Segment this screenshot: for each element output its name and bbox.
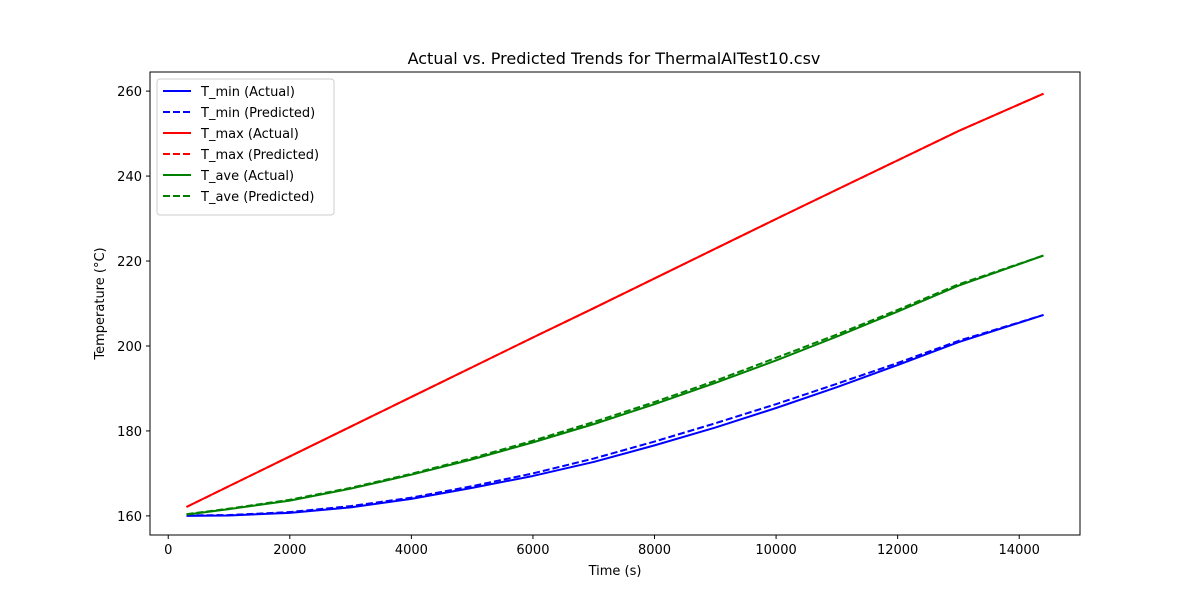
series-line-5 [186,254,1044,516]
x-tick-label: 12000 [877,543,918,558]
legend-entry: T_max (Actual) [200,127,299,142]
legend-box [156,78,335,216]
x-axis: 0 2000 4000 6000 8000 10000 12000 14000 [164,535,1040,558]
y-tick-label: 220 [117,255,142,270]
y-axis: 160 180 200 220 240 260 [117,85,150,525]
x-axis-label: Time (s) [588,564,642,579]
legend: T_min (Actual) T_min (Predicted) T_max (Ac… [156,78,335,216]
y-tick-label: 260 [117,85,142,100]
x-tick-label: 10000 [755,543,796,558]
legend-entry: T_ave (Actual) [200,169,294,184]
y-tick-label: 160 [117,510,142,525]
plot-frame [149,71,1081,536]
y-tick-label: 240 [117,170,142,185]
x-tick-label: 6000 [516,543,549,558]
plot-lines [186,92,1044,517]
x-tick-label: 4000 [395,543,428,558]
y-tick-label: 180 [117,425,142,440]
x-tick-label: 14000 [999,543,1040,558]
x-tick-label: 0 [164,543,172,558]
y-tick-label: 200 [117,340,142,355]
legend-entry: T_min (Actual) [200,85,295,100]
legend-entry: T_ave (Predicted) [200,190,314,205]
series-line-1 [186,314,1044,517]
legend-entry: T_max (Predicted) [200,148,319,163]
y-axis-label: Temperature (°C) [93,247,108,360]
x-tick-label: 2000 [273,543,306,558]
series-line-3 [186,92,1044,508]
x-tick-label: 8000 [638,543,671,558]
chart-title: Actual vs. Predicted Trends for ThermalA… [408,49,821,68]
legend-entry: T_min (Predicted) [200,106,315,121]
